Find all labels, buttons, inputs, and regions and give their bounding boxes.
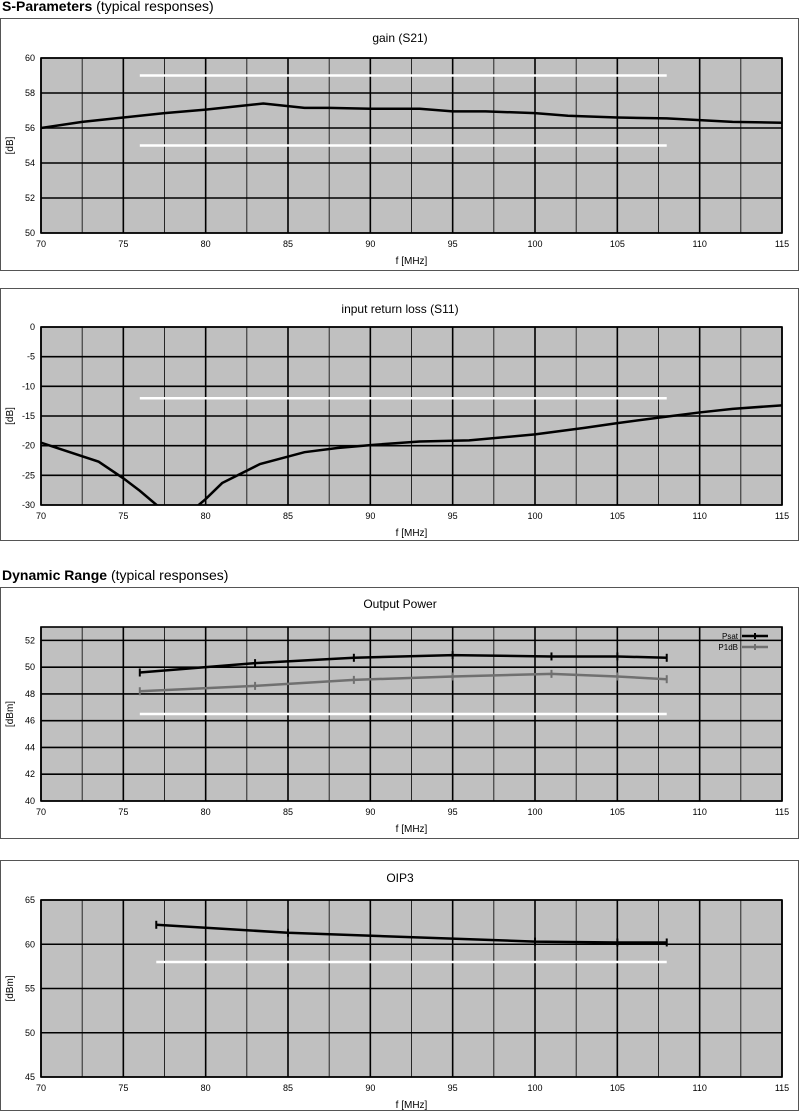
x-tick-label: 110 bbox=[692, 807, 706, 817]
x-tick-label: 100 bbox=[527, 1083, 542, 1093]
x-tick-label: 95 bbox=[448, 239, 458, 249]
series-line bbox=[41, 404, 782, 505]
plot-border bbox=[40, 626, 783, 802]
x-tick-label: 75 bbox=[118, 511, 128, 521]
chart-title: Output Power bbox=[363, 597, 436, 611]
x-tick-label: 110 bbox=[692, 1083, 706, 1093]
plot-border bbox=[40, 326, 783, 506]
x-tick-label: 115 bbox=[775, 1083, 789, 1093]
y-tick-label: 46 bbox=[25, 716, 35, 726]
plot-border bbox=[40, 57, 783, 234]
y-tick-label: 45 bbox=[25, 1072, 35, 1082]
y-axis-label: [dBm] bbox=[5, 975, 16, 1001]
section-title: S-Parameters bbox=[2, 0, 93, 14]
chart-oip3: OIP3 45 50 55 60 65 70 75 80 85 90 95 100 105 110 115 f … bbox=[0, 860, 799, 1111]
x-axis-label: f [MHz] bbox=[396, 1100, 428, 1111]
x-tick-label: 95 bbox=[448, 807, 458, 817]
x-tick-label: 90 bbox=[365, 807, 375, 817]
x-tick-label: 95 bbox=[448, 1083, 458, 1093]
x-tick-label: 110 bbox=[692, 239, 706, 249]
y-tick-label: 42 bbox=[25, 769, 35, 779]
x-tick-label: 100 bbox=[527, 511, 542, 521]
y-tick-label: -20 bbox=[22, 441, 35, 451]
y-tick-label: 48 bbox=[25, 689, 35, 699]
x-tick-label: 70 bbox=[36, 1083, 46, 1093]
x-tick-label: 75 bbox=[118, 239, 128, 249]
x-tick-label: 70 bbox=[36, 511, 46, 521]
plot-border bbox=[40, 899, 783, 1078]
section-subtitle: (typical responses) bbox=[110, 567, 229, 583]
y-tick-label: 65 bbox=[25, 895, 35, 905]
x-axis-label: f [MHz] bbox=[396, 528, 428, 539]
x-tick-label: 80 bbox=[201, 239, 211, 249]
x-axis-label: f [MHz] bbox=[396, 824, 428, 835]
x-tick-label: 100 bbox=[527, 807, 542, 817]
x-tick-label: 115 bbox=[775, 511, 789, 521]
x-tick-label: 115 bbox=[775, 239, 789, 249]
x-tick-label: 90 bbox=[365, 511, 375, 521]
section-title: Dynamic Range bbox=[2, 567, 108, 583]
chart-input-return-loss-s11: input return loss (S11) -30 -25 -20 -15 -10 -5… bbox=[0, 288, 799, 541]
series-line bbox=[41, 102, 782, 130]
x-tick-label: 90 bbox=[365, 239, 375, 249]
x-tick-label: 95 bbox=[448, 511, 458, 521]
x-tick-label: 105 bbox=[610, 511, 625, 521]
x-tick-label: 90 bbox=[365, 1083, 375, 1093]
x-tick-label: 85 bbox=[283, 511, 293, 521]
section-heading-dynamic-range: Dynamic Range (typical responses) bbox=[2, 567, 228, 583]
y-axis-label: [dB] bbox=[5, 136, 16, 154]
x-tick-label: 70 bbox=[36, 807, 46, 817]
y-tick-label: 56 bbox=[25, 123, 35, 133]
y-tick-label: 50 bbox=[25, 662, 35, 672]
x-tick-label: 70 bbox=[36, 239, 46, 249]
x-tick-label: 80 bbox=[201, 807, 211, 817]
y-tick-label: 40 bbox=[25, 796, 35, 806]
section-subtitle: (typical responses) bbox=[96, 0, 214, 14]
chart-gain-s21: gain (S21) 50 52 54 56 58 60 70 75 80 85 90 95 100 105… bbox=[0, 18, 799, 271]
legend-label: P1dB bbox=[718, 643, 738, 652]
y-axis-label: [dBm] bbox=[5, 701, 16, 727]
y-tick-label: 52 bbox=[25, 193, 35, 203]
x-tick-label: 85 bbox=[283, 1083, 293, 1093]
y-tick-label: 52 bbox=[25, 635, 35, 645]
x-tick-label: 85 bbox=[283, 807, 293, 817]
x-tick-label: 75 bbox=[118, 807, 128, 817]
y-tick-label: 55 bbox=[25, 984, 35, 994]
x-tick-label: 105 bbox=[610, 239, 625, 249]
x-tick-label: 100 bbox=[527, 239, 542, 249]
x-tick-label: 75 bbox=[118, 1083, 128, 1093]
y-tick-label: 60 bbox=[25, 53, 35, 63]
chart-output-power: Output Power 40 42 44 46 48 50 52 70 75 80 85 90 95 10… bbox=[0, 587, 799, 839]
x-tick-label: 80 bbox=[201, 1083, 211, 1093]
y-axis-label: [dB] bbox=[5, 407, 16, 425]
chart-title: gain (S21) bbox=[372, 31, 427, 45]
x-tick-label: 80 bbox=[201, 511, 211, 521]
y-tick-label: 44 bbox=[25, 742, 35, 752]
y-tick-label: 50 bbox=[25, 1028, 35, 1038]
y-tick-label: -5 bbox=[27, 352, 35, 362]
x-tick-label: 85 bbox=[283, 239, 293, 249]
y-tick-label: 60 bbox=[25, 939, 35, 949]
section-heading-s-parameters: S-Parameters (typical responses) bbox=[2, 0, 214, 14]
y-tick-label: -25 bbox=[22, 470, 35, 480]
x-tick-label: 105 bbox=[610, 807, 625, 817]
y-tick-label: 58 bbox=[25, 88, 35, 98]
y-tick-label: 50 bbox=[25, 228, 35, 238]
y-tick-label: -15 bbox=[22, 411, 35, 421]
x-tick-label: 110 bbox=[692, 511, 706, 521]
y-tick-label: 54 bbox=[25, 158, 35, 168]
legend-label: Psat bbox=[722, 632, 739, 641]
y-tick-label: 0 bbox=[30, 322, 35, 332]
x-axis-label: f [MHz] bbox=[396, 256, 428, 267]
y-tick-label: -30 bbox=[22, 500, 35, 510]
chart-title: input return loss (S11) bbox=[341, 302, 458, 316]
chart-title: OIP3 bbox=[386, 871, 414, 885]
x-tick-label: 115 bbox=[775, 807, 789, 817]
y-tick-label: -10 bbox=[22, 381, 35, 391]
x-tick-label: 105 bbox=[610, 1083, 625, 1093]
